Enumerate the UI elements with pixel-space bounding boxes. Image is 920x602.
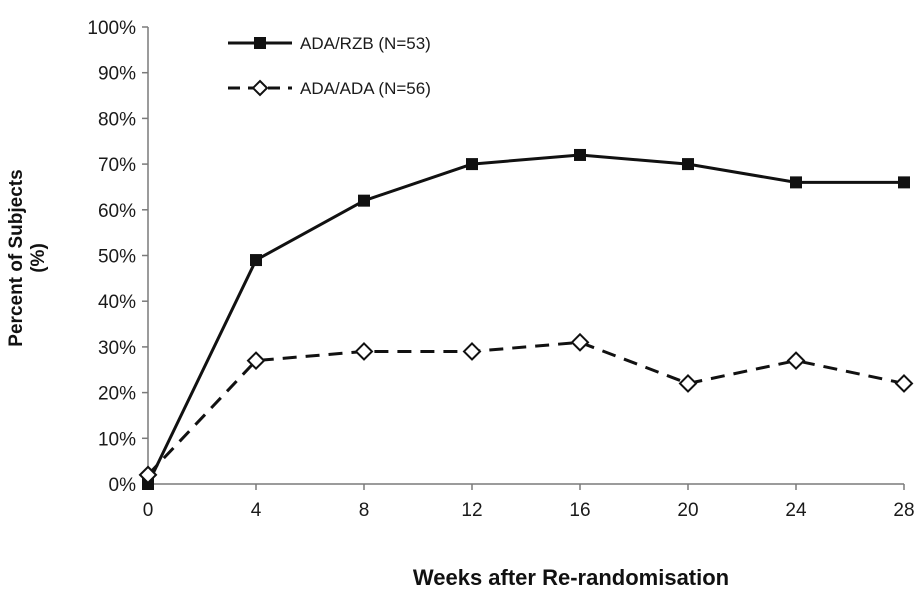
y-tick-label: 70% — [98, 155, 136, 176]
legend-marker-ada-rzb — [254, 37, 266, 49]
data-point — [570, 332, 590, 352]
data-point — [894, 374, 914, 393]
data-point — [790, 176, 802, 189]
data-point — [250, 254, 262, 267]
data-point — [246, 351, 266, 371]
y-tick-label: 50% — [98, 247, 136, 268]
legend-item-ada-ada: ADA/ADA (N=56) — [228, 79, 431, 98]
axes: 0% 10% 20% 30% 40% 50% 60% 70% 80% 90% 100% 0 4 8 12 1… — [87, 18, 914, 521]
y-tick-label: 10% — [98, 429, 136, 450]
y-tick-label: 100% — [87, 18, 136, 39]
legend-label-ada-ada: ADA/ADA (N=56) — [300, 79, 431, 98]
legend: ADA/RZB (N=53) ADA/ADA (N=56) — [228, 34, 431, 98]
y-tick-label: 80% — [98, 109, 136, 130]
data-point — [462, 342, 482, 361]
series-line — [146, 340, 905, 476]
data-point — [786, 351, 806, 371]
x-tick-label: 12 — [461, 500, 482, 521]
x-ticks: 0 4 8 12 16 20 24 28 — [143, 484, 915, 521]
x-tick-label: 24 — [785, 500, 807, 521]
series-layer — [138, 148, 914, 490]
y-axis-title-line-1: Percent of Subjects — [6, 169, 27, 346]
x-tick-label: 4 — [251, 500, 262, 521]
data-point — [574, 148, 586, 161]
series-1 — [142, 148, 910, 490]
y-tick-label: 60% — [98, 201, 136, 222]
legend-marker-ada-ada — [251, 79, 269, 97]
y-ticks: 0% 10% 20% 30% 40% 50% 60% 70% 80% 90% 100% — [87, 18, 148, 496]
y-axis-title-line-2: (%) — [28, 243, 49, 273]
y-tick-label: 0% — [109, 475, 137, 496]
series-2 — [138, 332, 914, 485]
y-tick-label: 90% — [98, 64, 136, 85]
x-axis-title: Weeks after Re-randomisation — [413, 565, 729, 590]
data-point — [678, 374, 698, 393]
x-tick-label: 28 — [893, 500, 914, 521]
data-point — [682, 158, 694, 171]
y-axis-title: Percent of Subjects (%) — [6, 169, 49, 346]
x-tick-label: 8 — [359, 500, 370, 521]
data-point — [466, 158, 478, 171]
x-tick-label: 16 — [569, 500, 590, 521]
legend-item-ada-rzb: ADA/RZB (N=53) — [228, 34, 431, 53]
y-tick-label: 40% — [98, 292, 136, 313]
y-tick-label: 20% — [98, 384, 136, 405]
data-point — [358, 194, 370, 207]
y-tick-label: 30% — [98, 338, 136, 359]
legend-label-ada-rzb: ADA/RZB (N=53) — [300, 34, 431, 53]
data-point — [898, 176, 910, 189]
series-line — [146, 153, 904, 485]
x-tick-label: 0 — [143, 500, 154, 521]
data-point — [354, 342, 374, 361]
x-tick-label: 20 — [677, 500, 698, 521]
data-point — [138, 465, 158, 485]
